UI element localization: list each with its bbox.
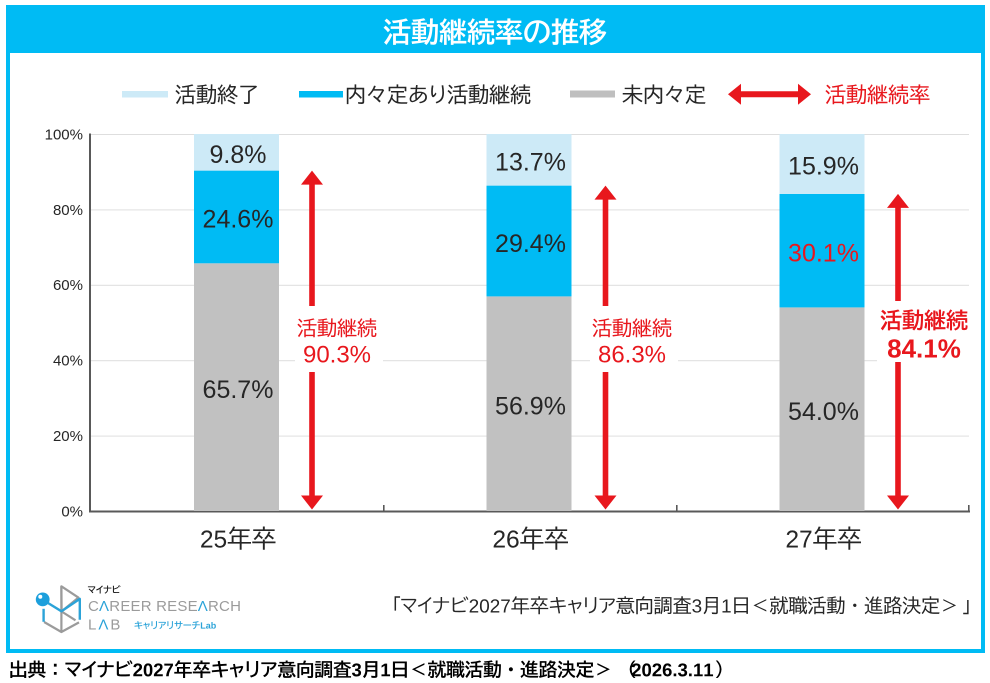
svg-text:15.9%: 15.9%: [788, 153, 859, 181]
svg-text:40%: 40%: [53, 353, 83, 370]
svg-text:LΛB: LΛB: [88, 617, 122, 634]
svg-text:100%: 100%: [45, 126, 83, 143]
svg-text:30.1%: 30.1%: [788, 239, 859, 267]
svg-text:29.4%: 29.4%: [495, 230, 566, 258]
svg-text:90.3%: 90.3%: [303, 342, 371, 369]
svg-text:84.1%: 84.1%: [887, 334, 961, 364]
svg-text:13.7%: 13.7%: [495, 149, 566, 177]
svg-text:0%: 0%: [61, 503, 83, 520]
svg-text:80%: 80%: [53, 202, 83, 219]
svg-text:24.6%: 24.6%: [203, 206, 274, 234]
svg-text:65.7%: 65.7%: [203, 376, 274, 404]
svg-text:60%: 60%: [53, 277, 83, 294]
svg-text:56.9%: 56.9%: [495, 392, 566, 420]
svg-text:86.3%: 86.3%: [598, 342, 666, 369]
svg-text:54.0%: 54.0%: [788, 398, 859, 426]
svg-text:20%: 20%: [53, 428, 83, 445]
svg-text:9.8%: 9.8%: [210, 141, 267, 169]
svg-text:CΛREER RESEΛRCH: CΛREER RESEΛRCH: [88, 598, 241, 615]
